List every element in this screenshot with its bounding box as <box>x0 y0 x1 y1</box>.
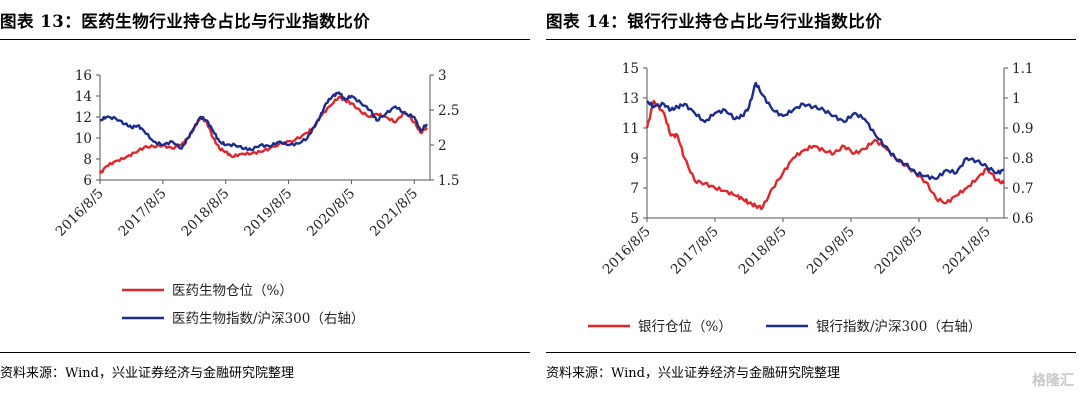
y-tick-label-left: 11 <box>622 121 639 137</box>
y-tick-label-right: 1 <box>1012 91 1021 107</box>
x-tick-label: 2020/8/5 <box>872 224 926 278</box>
y-tick-label-right: 0.9 <box>1012 121 1033 137</box>
title-rule <box>546 39 1076 40</box>
x-tick-label: 2016/8/5 <box>600 224 654 278</box>
y-tick-label-left: 9 <box>630 151 639 167</box>
x-tick-label: 2018/8/5 <box>178 186 232 240</box>
y-tick-label-right: 1.5 <box>438 173 459 189</box>
figure-14-panel: 图表 14：银行行业持仓占比与行业指数比价 5 7 9 11 13 15 0.6 0.7 0.8… <box>546 0 1076 401</box>
y-tick-label-right: 3 <box>438 68 447 84</box>
y-tick-label-right: 2.5 <box>438 103 459 119</box>
y-tick-label-right: 1.1 <box>1012 61 1033 77</box>
y-tick-label-right: 2 <box>438 138 447 154</box>
series-line-index-ratio <box>99 91 428 152</box>
x-tick-label: 2020/8/5 <box>304 186 358 240</box>
series-line-index-ratio <box>646 81 1005 181</box>
legend-label: 医药生物仓位（%） <box>172 283 293 299</box>
x-tick-label: 2021/8/5 <box>940 224 994 278</box>
legend-label: 银行指数/沪深300（右轴） <box>816 319 981 335</box>
x-tick-label: 2017/8/5 <box>115 186 169 240</box>
y-tick-label-right: 0.7 <box>1012 181 1033 197</box>
figure-title: 图表 14：银行行业持仓占比与行业指数比价 <box>546 12 883 31</box>
chart-bank: 5 7 9 11 13 15 0.6 0.7 0.8 0.9 1 1.1 2016/8/5 2017/8/… <box>588 61 1033 335</box>
y-tick-label-left: 7 <box>630 181 639 197</box>
x-tick-label: 2016/8/5 <box>53 186 107 240</box>
source-note: 资料来源：Wind，兴业证券经济与金融研究院整理 <box>0 366 294 381</box>
y-tick-label-left: 15 <box>622 61 639 77</box>
y-tick-label-left: 10 <box>75 131 92 147</box>
source-rule <box>546 352 1076 353</box>
legend-label: 医药生物指数/沪深300（右轴） <box>172 311 364 327</box>
figure-title: 图表 13：医药生物行业持仓占比与行业指数比价 <box>0 12 371 31</box>
watermark-logo: 格隆汇 <box>1032 373 1074 389</box>
series-line-position <box>645 99 1006 211</box>
x-tick-label: 2019/8/5 <box>804 224 858 278</box>
source-note: 资料来源：Wind，兴业证券经济与金融研究院整理 <box>546 366 840 381</box>
x-tick-label: 2021/8/5 <box>367 186 421 240</box>
x-tick-label: 2018/8/5 <box>736 224 790 278</box>
figure-13-panel: 图表 13：医药生物行业持仓占比与行业指数比价 6 8 10 12 14 16 1.5 2 2.… <box>0 0 530 401</box>
y-tick-label-right: 0.6 <box>1012 211 1033 227</box>
y-tick-label-left: 16 <box>75 68 92 84</box>
x-tick-label: 2017/8/5 <box>668 224 722 278</box>
y-tick-label-left: 5 <box>630 211 639 227</box>
x-tick-label: 2019/8/5 <box>241 186 295 240</box>
y-tick-label-left: 14 <box>75 89 92 105</box>
legend-label: 银行仓位（%） <box>638 319 732 335</box>
y-tick-label-left: 12 <box>75 110 92 126</box>
y-tick-label-right: 0.8 <box>1012 151 1033 167</box>
title-rule <box>0 39 530 40</box>
y-tick-label-left: 8 <box>83 152 92 168</box>
y-tick-label-left: 6 <box>83 173 92 189</box>
y-tick-label-left: 13 <box>622 91 639 107</box>
source-rule <box>0 352 530 353</box>
chart-pharma: 6 8 10 12 14 16 1.5 2 2.5 3 2016/8/5 2017/8/5 2018/8… <box>53 68 460 327</box>
